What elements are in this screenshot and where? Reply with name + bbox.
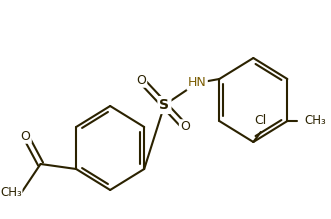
Text: O: O	[180, 120, 190, 134]
Text: O: O	[21, 129, 30, 143]
Text: O: O	[136, 74, 146, 87]
Text: Cl: Cl	[255, 113, 267, 127]
Text: S: S	[160, 98, 169, 112]
Text: CH₃: CH₃	[304, 115, 326, 127]
Text: HN: HN	[188, 76, 207, 90]
Text: CH₃: CH₃	[0, 185, 22, 198]
